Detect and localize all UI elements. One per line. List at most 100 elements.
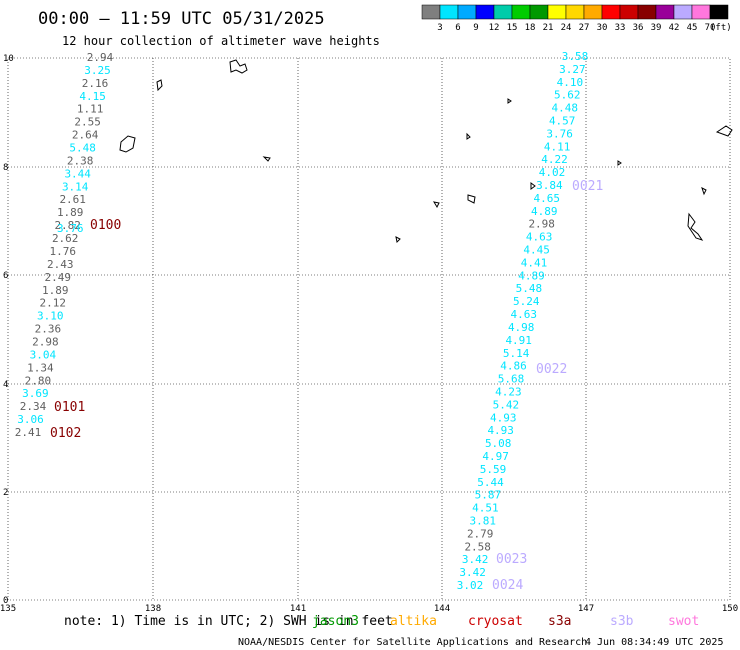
- legend-tick-label: 42: [669, 23, 680, 33]
- wave-height-label: 3.76: [546, 127, 573, 140]
- wave-height-label: 2.80: [25, 374, 52, 387]
- island-shape: [432, 201, 440, 209]
- legend-swatch: [601, 4, 621, 20]
- wave-height-label: 5.48: [69, 142, 96, 155]
- island-shape: [262, 156, 271, 162]
- legend-tick-label: 6: [455, 23, 460, 33]
- legend-tick-label: 3: [437, 23, 442, 33]
- wave-height-label: 3.44: [64, 167, 91, 180]
- island-shape: [507, 98, 512, 104]
- legend-tick-label: 21: [543, 23, 554, 33]
- legend-tick-label: 70: [705, 23, 716, 33]
- wave-height-label: 4.93: [490, 411, 517, 424]
- wave-height-label: 4.22: [541, 153, 568, 166]
- wave-height-label: 4.91: [505, 334, 532, 347]
- wave-height-label: 4.97: [482, 450, 509, 463]
- wave-height-label: 4.89: [531, 205, 558, 218]
- legend-swatch: [493, 4, 513, 20]
- wave-height-label: 3.02: [457, 579, 484, 592]
- wave-height-label: 3.69: [22, 387, 49, 400]
- color-scale-legend: 3 6 9 12 15 18 21 24 27 30 33 36 39 42 45 70: [421, 4, 729, 33]
- legend-tick-label: 45: [687, 23, 698, 33]
- legend-tick-label: 24: [561, 23, 572, 33]
- wave-height-label: 5.44: [477, 476, 504, 489]
- wave-height-label: 4.65: [534, 192, 561, 205]
- x-tick-label: 144: [434, 604, 450, 614]
- wave-height-label: 4.45: [523, 244, 550, 257]
- y-tick-label: 4: [3, 380, 8, 390]
- pass-time-labels: 0100 0101 0102 0021 0022 0023 0024: [50, 179, 603, 593]
- legend-tick-label: 30: [597, 23, 608, 33]
- map-grid: [7, 57, 731, 601]
- wave-height-label: 1.89: [42, 284, 69, 297]
- wave-height-label: 2.34: [20, 400, 47, 413]
- wave-height-label: 3.58: [562, 50, 589, 63]
- legend-tick-label: 36: [633, 23, 644, 33]
- wave-height-label: 4.10: [557, 76, 584, 89]
- legend-tick-label: 9: [473, 23, 478, 33]
- wave-height-label: 2.94: [87, 51, 114, 64]
- wave-height-label: 4.23: [495, 386, 522, 399]
- wave-height-label: 4.86: [500, 360, 527, 373]
- wave-height-label: 3.76: [57, 222, 84, 235]
- wave-height-label: 3.04: [30, 348, 57, 361]
- x-tick-label: 141: [290, 604, 306, 614]
- island-shape: [229, 59, 248, 74]
- wave-height-label: 3.14: [62, 180, 89, 193]
- left-altimeter-track: 2.943.252.164.151.112.552.645.482.383.44…: [15, 51, 114, 439]
- wave-height-label: 4.63: [526, 231, 553, 244]
- island-shape: [467, 194, 476, 204]
- legend-swatch: [439, 4, 459, 20]
- wave-height-label: 4.98: [508, 321, 535, 334]
- wave-height-label: 3.10: [37, 310, 64, 323]
- x-tick-label: 135: [0, 604, 16, 614]
- wave-height-label: 2.49: [45, 271, 72, 284]
- pass-time-label: 0023: [496, 552, 527, 567]
- wave-height-label: 1.11: [77, 103, 104, 116]
- wave-height-label: 2.98: [32, 336, 59, 349]
- wave-height-label: 4.89: [518, 269, 545, 282]
- wave-height-label: 3.42: [462, 553, 489, 566]
- wave-height-label: 3.25: [84, 64, 111, 77]
- legend-swatch: [475, 4, 495, 20]
- axis-ticks: 135 138 141 144 147 150 0 2 4 6 8 10: [0, 54, 738, 614]
- legend-swatch: [691, 4, 711, 20]
- map-frame: [7, 57, 731, 601]
- wave-height-label: 5.48: [516, 282, 543, 295]
- y-tick-label: 6: [3, 271, 8, 281]
- map-subtitle: 12 hour collection of altimeter wave hei…: [62, 34, 380, 48]
- island-shape: [715, 125, 733, 137]
- y-tick-label: 0: [3, 596, 8, 606]
- legend-swatch: [655, 4, 675, 20]
- legend-swatch: [547, 4, 567, 20]
- wave-height-label: 2.62: [52, 232, 79, 245]
- legend-swatch: [421, 4, 441, 20]
- x-tick-label: 150: [722, 604, 738, 614]
- island-shape: [395, 236, 401, 244]
- satellite-legend: jason3 altika cryosat s3a s3b swot: [312, 614, 699, 629]
- y-tick-label: 2: [3, 488, 8, 498]
- wave-height-label: 4.48: [552, 102, 579, 115]
- legend-unit: (ft): [710, 23, 732, 33]
- island-shape: [156, 79, 163, 92]
- satellite-name: altika: [390, 614, 437, 629]
- wave-height-label: 5.42: [493, 398, 520, 411]
- satellite-name: swot: [668, 614, 699, 629]
- x-tick-label: 147: [578, 604, 594, 614]
- pass-time-label: 0024: [492, 578, 523, 593]
- island-shape: [466, 132, 471, 140]
- wave-height-label: 5.14: [503, 347, 530, 360]
- wave-height-label: 2.55: [74, 116, 101, 129]
- map-title: 00:00 – 11:59 UTC 05/31/2025: [38, 9, 325, 29]
- x-tick-label: 138: [145, 604, 161, 614]
- wave-height-label: 2.98: [528, 218, 555, 231]
- island-shape: [687, 212, 704, 241]
- wave-height-label: 2.79: [467, 527, 494, 540]
- island-shape: [617, 160, 622, 166]
- wave-height-label: 5.62: [554, 89, 581, 102]
- legend-tick-label: 15: [507, 23, 518, 33]
- wave-height-label: 3.27: [559, 63, 586, 76]
- wave-height-label: 2.36: [35, 323, 62, 336]
- wave-height-label: 4.15: [79, 90, 106, 103]
